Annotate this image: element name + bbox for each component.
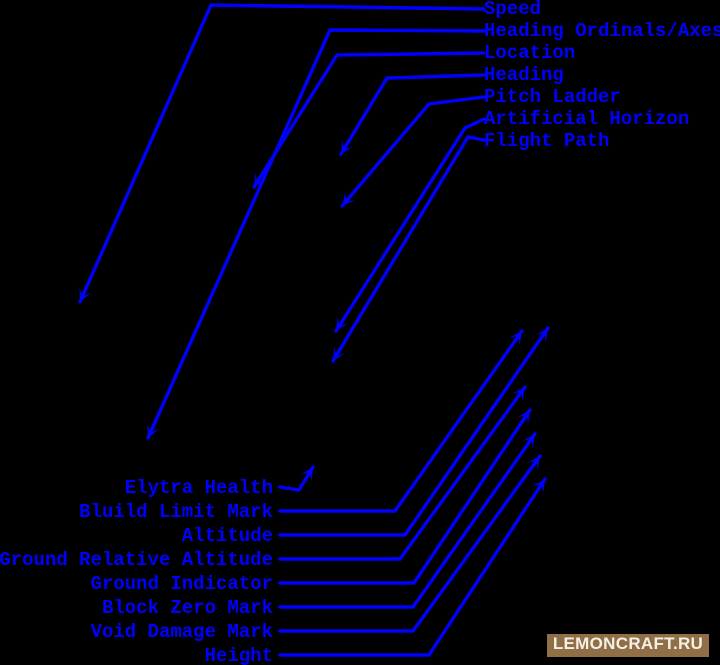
svg-text:Block Zero Mark: Block Zero Mark [102,597,273,619]
svg-text:Void Damage Mark: Void Damage Mark [91,621,273,643]
svg-text:Altitude: Altitude [182,525,273,547]
svg-text:Artificial Horizon: Artificial Horizon [484,108,689,130]
svg-text:LEMONCRAFT.RU: LEMONCRAFT.RU [553,634,703,653]
svg-text:Height: Height [205,645,273,665]
svg-text:Pitch Ladder: Pitch Ladder [484,86,621,108]
svg-text:Bluild Limit Mark: Bluild Limit Mark [79,501,273,523]
svg-text:Ground Relative Altitude: Ground Relative Altitude [0,549,273,571]
svg-text:Speed: Speed [484,0,541,20]
svg-text:Location: Location [484,42,575,64]
svg-text:Elytra Health: Elytra Health [125,477,273,499]
svg-text:Heading: Heading [484,64,564,86]
svg-text:Ground Indicator: Ground Indicator [91,573,273,595]
svg-text:Flight Path: Flight Path [484,130,609,152]
svg-text:Heading Ordinals/Axes: Heading Ordinals/Axes [484,20,720,42]
